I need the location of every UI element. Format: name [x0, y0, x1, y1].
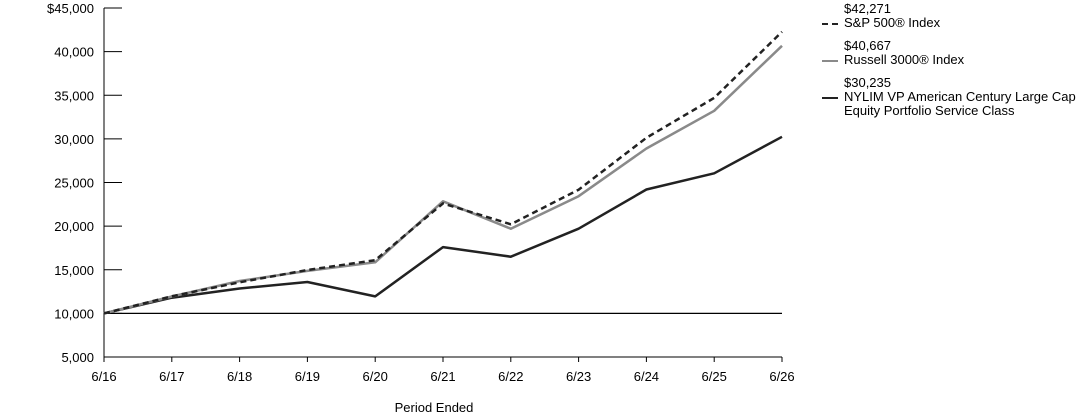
x-tick-label: 6/24 — [634, 369, 659, 384]
x-tick-label: 6/20 — [363, 369, 388, 384]
y-tick-label: 40,000 — [54, 45, 94, 60]
y-tick-label: 10,000 — [54, 306, 94, 321]
x-tick-label: 6/26 — [769, 369, 794, 384]
legend-swatch-russell3000 — [822, 60, 838, 62]
legend-entry-russell3000: $40,667 Russell 3000® Index — [822, 39, 1090, 67]
legend: $42,271 S&P 500® Index $40,667 Russell 3… — [822, 2, 1090, 127]
legend-value-russell3000: $40,667 — [844, 38, 891, 53]
x-tick-label: 6/25 — [702, 369, 727, 384]
legend-swatch-fund — [822, 97, 838, 99]
legend-name-fund: NYLIM VP American Century Large Cap Equi… — [844, 89, 1076, 118]
y-tick-label: 20,000 — [54, 219, 94, 234]
x-tick-label: 6/18 — [227, 369, 252, 384]
x-tick-label: 6/16 — [91, 369, 116, 384]
series-line-fund — [103, 135, 783, 315]
legend-entry-fund: $30,235 NYLIM VP American Century Large … — [822, 76, 1090, 118]
y-tick-label: 15,000 — [54, 263, 94, 278]
x-tick-label: 6/19 — [295, 369, 320, 384]
legend-swatch-sp500 — [822, 23, 838, 25]
series-line-sp500 — [103, 30, 783, 315]
series-group — [103, 30, 783, 315]
x-tick-label: 6/23 — [566, 369, 591, 384]
y-tick-label: 5,000 — [61, 350, 94, 365]
y-tick-label: 25,000 — [54, 176, 94, 191]
legend-entry-sp500: $42,271 S&P 500® Index — [822, 2, 1090, 30]
x-axis-title: Period Ended — [395, 400, 474, 415]
series-line-russell3000 — [103, 44, 783, 315]
legend-name-sp500: S&P 500® Index — [844, 15, 941, 30]
legend-value-sp500: $42,271 — [844, 1, 891, 16]
legend-value-fund: $30,235 — [844, 75, 891, 90]
y-tick-label: 35,000 — [54, 88, 94, 103]
x-tick-label: 6/17 — [159, 369, 184, 384]
y-tick-label: 30,000 — [54, 132, 94, 147]
x-tick-label: 6/21 — [430, 369, 455, 384]
legend-name-russell3000: Russell 3000® Index — [844, 52, 965, 67]
x-tick-label: 6/22 — [498, 369, 523, 384]
x-axis: 6/16 6/17 6/18 6/19 6/20 6/21 6/22 6/23 6/24 6/25… — [91, 356, 795, 384]
y-axis: $45,000 40,000 35,000 30,000 25,000 20,000 15,… — [47, 1, 122, 365]
y-tick-label: $45,000 — [47, 1, 94, 16]
